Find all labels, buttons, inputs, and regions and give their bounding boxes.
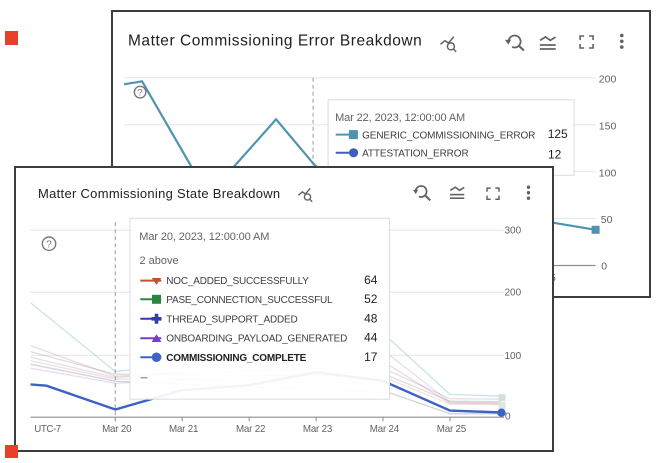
svg-text:17: 17: [364, 350, 378, 364]
svg-text:200: 200: [599, 74, 617, 85]
svg-text:Mar 20: Mar 20: [102, 424, 132, 435]
svg-text:50: 50: [601, 215, 613, 226]
svg-text:Mar 20, 2023, 12:00:00 AM: Mar 20, 2023, 12:00:00 AM: [139, 231, 269, 243]
svg-text:Mar 24: Mar 24: [369, 424, 399, 435]
svg-text:Mar 21: Mar 21: [168, 424, 197, 435]
svg-text:UTC-7: UTC-7: [34, 424, 61, 435]
svg-text:44: 44: [364, 330, 378, 344]
svg-text:ATTESTATION_ERROR: ATTESTATION_ERROR: [362, 148, 468, 159]
svg-text:0: 0: [504, 411, 510, 422]
svg-text:PASE_CONNECTION_SUCCESSFUL: PASE_CONNECTION_SUCCESSFUL: [166, 295, 333, 306]
svg-text:Mar 22, 2023, 12:00:00 AM: Mar 22, 2023, 12:00:00 AM: [335, 112, 465, 124]
svg-text:2 above: 2 above: [139, 255, 178, 267]
svg-text:?: ?: [46, 239, 52, 250]
svg-text:100: 100: [599, 168, 617, 179]
svg-text:52: 52: [364, 292, 378, 306]
svg-text:Mar 23: Mar 23: [302, 424, 332, 435]
svg-text:150: 150: [599, 121, 617, 132]
svg-text:200: 200: [504, 287, 521, 298]
svg-text:0: 0: [601, 261, 607, 272]
svg-text:48: 48: [364, 311, 378, 325]
svg-text:Matter Commissioning State Bre: Matter Commissioning State Breakdown: [38, 186, 280, 201]
svg-text:THREAD_SUPPORT_ADDED: THREAD_SUPPORT_ADDED: [166, 314, 297, 325]
svg-text:Mar 25: Mar 25: [436, 424, 466, 435]
svg-text:125: 125: [548, 127, 568, 141]
svg-text:GENERIC_COMMISSIONING_ERROR: GENERIC_COMMISSIONING_ERROR: [362, 130, 535, 141]
svg-text:100: 100: [504, 351, 521, 362]
svg-text:NOC_ADDED_SUCCESSFULLY: NOC_ADDED_SUCCESSFULLY: [166, 276, 309, 287]
svg-text:300: 300: [504, 225, 521, 236]
svg-text:COMMISSIONING_COMPLETE: COMMISSIONING_COMPLETE: [166, 353, 306, 364]
svg-text:64: 64: [364, 273, 378, 287]
svg-text:?: ?: [137, 87, 142, 97]
svg-text:Matter Commissioning Error Bre: Matter Commissioning Error Breakdown: [128, 32, 422, 49]
svg-text:ONBOARDING_PAYLOAD_GENERATED: ONBOARDING_PAYLOAD_GENERATED: [166, 333, 347, 344]
svg-text:Mar 22: Mar 22: [235, 424, 264, 435]
svg-text:12: 12: [548, 147, 562, 161]
